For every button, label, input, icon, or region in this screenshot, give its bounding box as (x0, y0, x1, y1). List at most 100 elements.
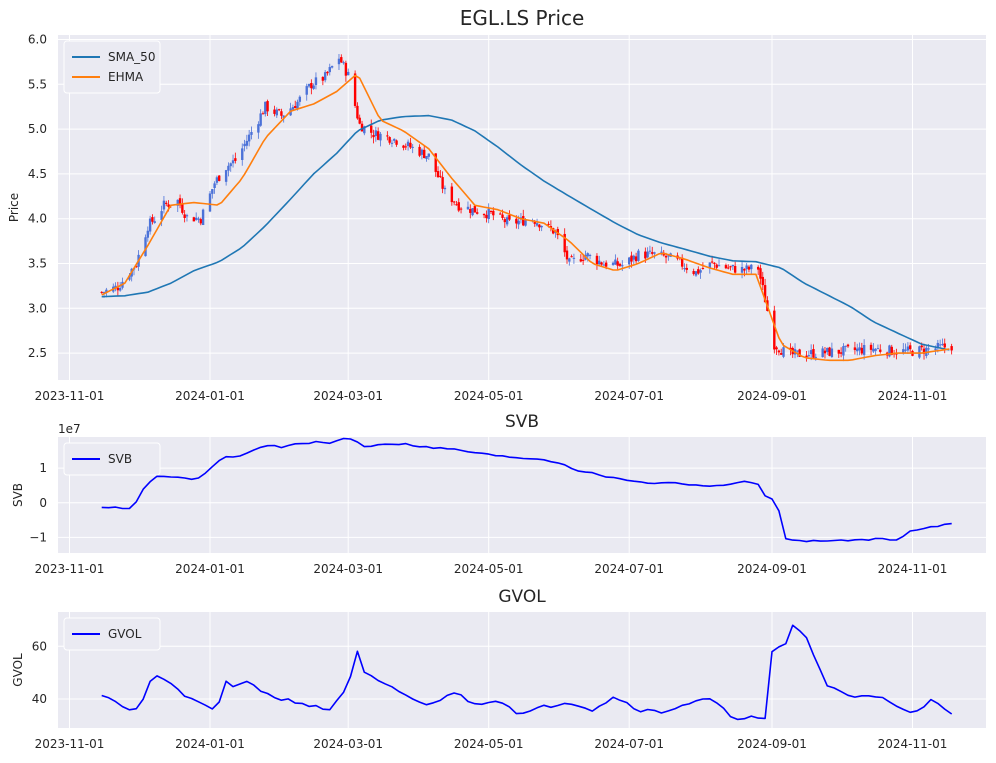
candle (902, 349, 905, 354)
x-tick-label: 2023-11-01 (35, 562, 105, 576)
x-tick-label: 2024-07-01 (594, 389, 664, 403)
candle (294, 106, 297, 109)
x-tick-label: 2024-03-01 (313, 562, 383, 576)
candle (860, 347, 864, 354)
candle (821, 348, 824, 358)
candle (616, 261, 619, 266)
candle (492, 210, 495, 216)
candle (595, 255, 599, 265)
candle (839, 352, 843, 354)
candle (307, 84, 311, 87)
candle (508, 215, 511, 220)
candle (927, 348, 930, 350)
candle (330, 66, 334, 68)
candle (323, 72, 327, 81)
candle (452, 201, 456, 203)
candle (102, 292, 106, 294)
x-tick-label: 2023-11-01 (35, 389, 105, 403)
candle (234, 158, 237, 161)
candle (869, 344, 873, 350)
candle (701, 268, 705, 270)
candle (727, 267, 730, 269)
candle (305, 86, 308, 95)
candle (218, 175, 221, 181)
candle (153, 221, 156, 223)
candle (547, 223, 550, 225)
candle (908, 345, 912, 350)
candle (473, 205, 477, 213)
candle (411, 146, 414, 148)
candle (326, 71, 329, 74)
candle (743, 268, 746, 271)
y-tick-label: 5.5 (28, 77, 47, 91)
legend-box (63, 442, 161, 476)
candle (724, 265, 728, 269)
candle (291, 107, 295, 110)
candle (796, 350, 799, 352)
x-tick-label: 2024-11-01 (878, 737, 948, 751)
legend-label: GVOL (108, 627, 142, 641)
candle (406, 141, 410, 147)
candle (826, 347, 829, 352)
candle (780, 353, 783, 355)
candle (579, 259, 583, 262)
candle (116, 287, 120, 291)
x-tick-label: 2024-09-01 (737, 389, 807, 403)
candle (874, 349, 877, 351)
candle (941, 344, 944, 346)
candle (729, 266, 732, 268)
x-tick-label: 2024-03-01 (313, 389, 383, 403)
candle (455, 204, 458, 206)
candle (761, 276, 764, 286)
candle (637, 250, 640, 261)
candle (482, 213, 486, 216)
candle (715, 264, 718, 268)
candle (876, 348, 880, 350)
candle (660, 251, 663, 253)
candle (321, 76, 325, 81)
y-tick-label: −1 (29, 530, 47, 544)
candle (717, 265, 721, 267)
candle (634, 256, 638, 262)
candle (934, 348, 937, 351)
candle (427, 153, 431, 157)
candle (699, 270, 702, 273)
candle (646, 251, 649, 258)
candle (386, 135, 389, 137)
panel-gvol: 2023-11-01 2024-01-01 2024-03-01 2024-05-01… (11, 587, 986, 751)
candle (611, 262, 615, 265)
chart-title: EGL.LS Price (460, 6, 585, 30)
candle (572, 257, 576, 259)
candle (906, 346, 910, 351)
candle (105, 289, 108, 293)
candle (651, 252, 654, 254)
candle (259, 113, 262, 126)
x-tick-label: 2024-05-01 (454, 737, 524, 751)
candle (618, 263, 622, 266)
plot-area (58, 612, 986, 728)
candle (181, 203, 184, 213)
candle (858, 347, 861, 351)
x-tick-label: 2024-03-01 (313, 737, 383, 751)
candle (388, 137, 391, 143)
candle (549, 226, 553, 229)
candle (135, 266, 138, 268)
candle (100, 291, 103, 293)
candle (363, 126, 366, 134)
candle (805, 355, 808, 358)
candle (694, 271, 698, 276)
candle (708, 262, 712, 269)
candle (814, 356, 817, 358)
candle (581, 259, 585, 261)
candle (683, 268, 686, 270)
candle (862, 345, 866, 355)
candle (245, 140, 249, 146)
legend-label: SVB (108, 452, 132, 466)
candle (160, 211, 163, 221)
candle (828, 347, 831, 356)
candle (356, 105, 359, 119)
candle (436, 171, 440, 178)
candle (630, 255, 633, 262)
y-tick-label: 5.0 (28, 122, 47, 136)
candle (353, 73, 357, 106)
